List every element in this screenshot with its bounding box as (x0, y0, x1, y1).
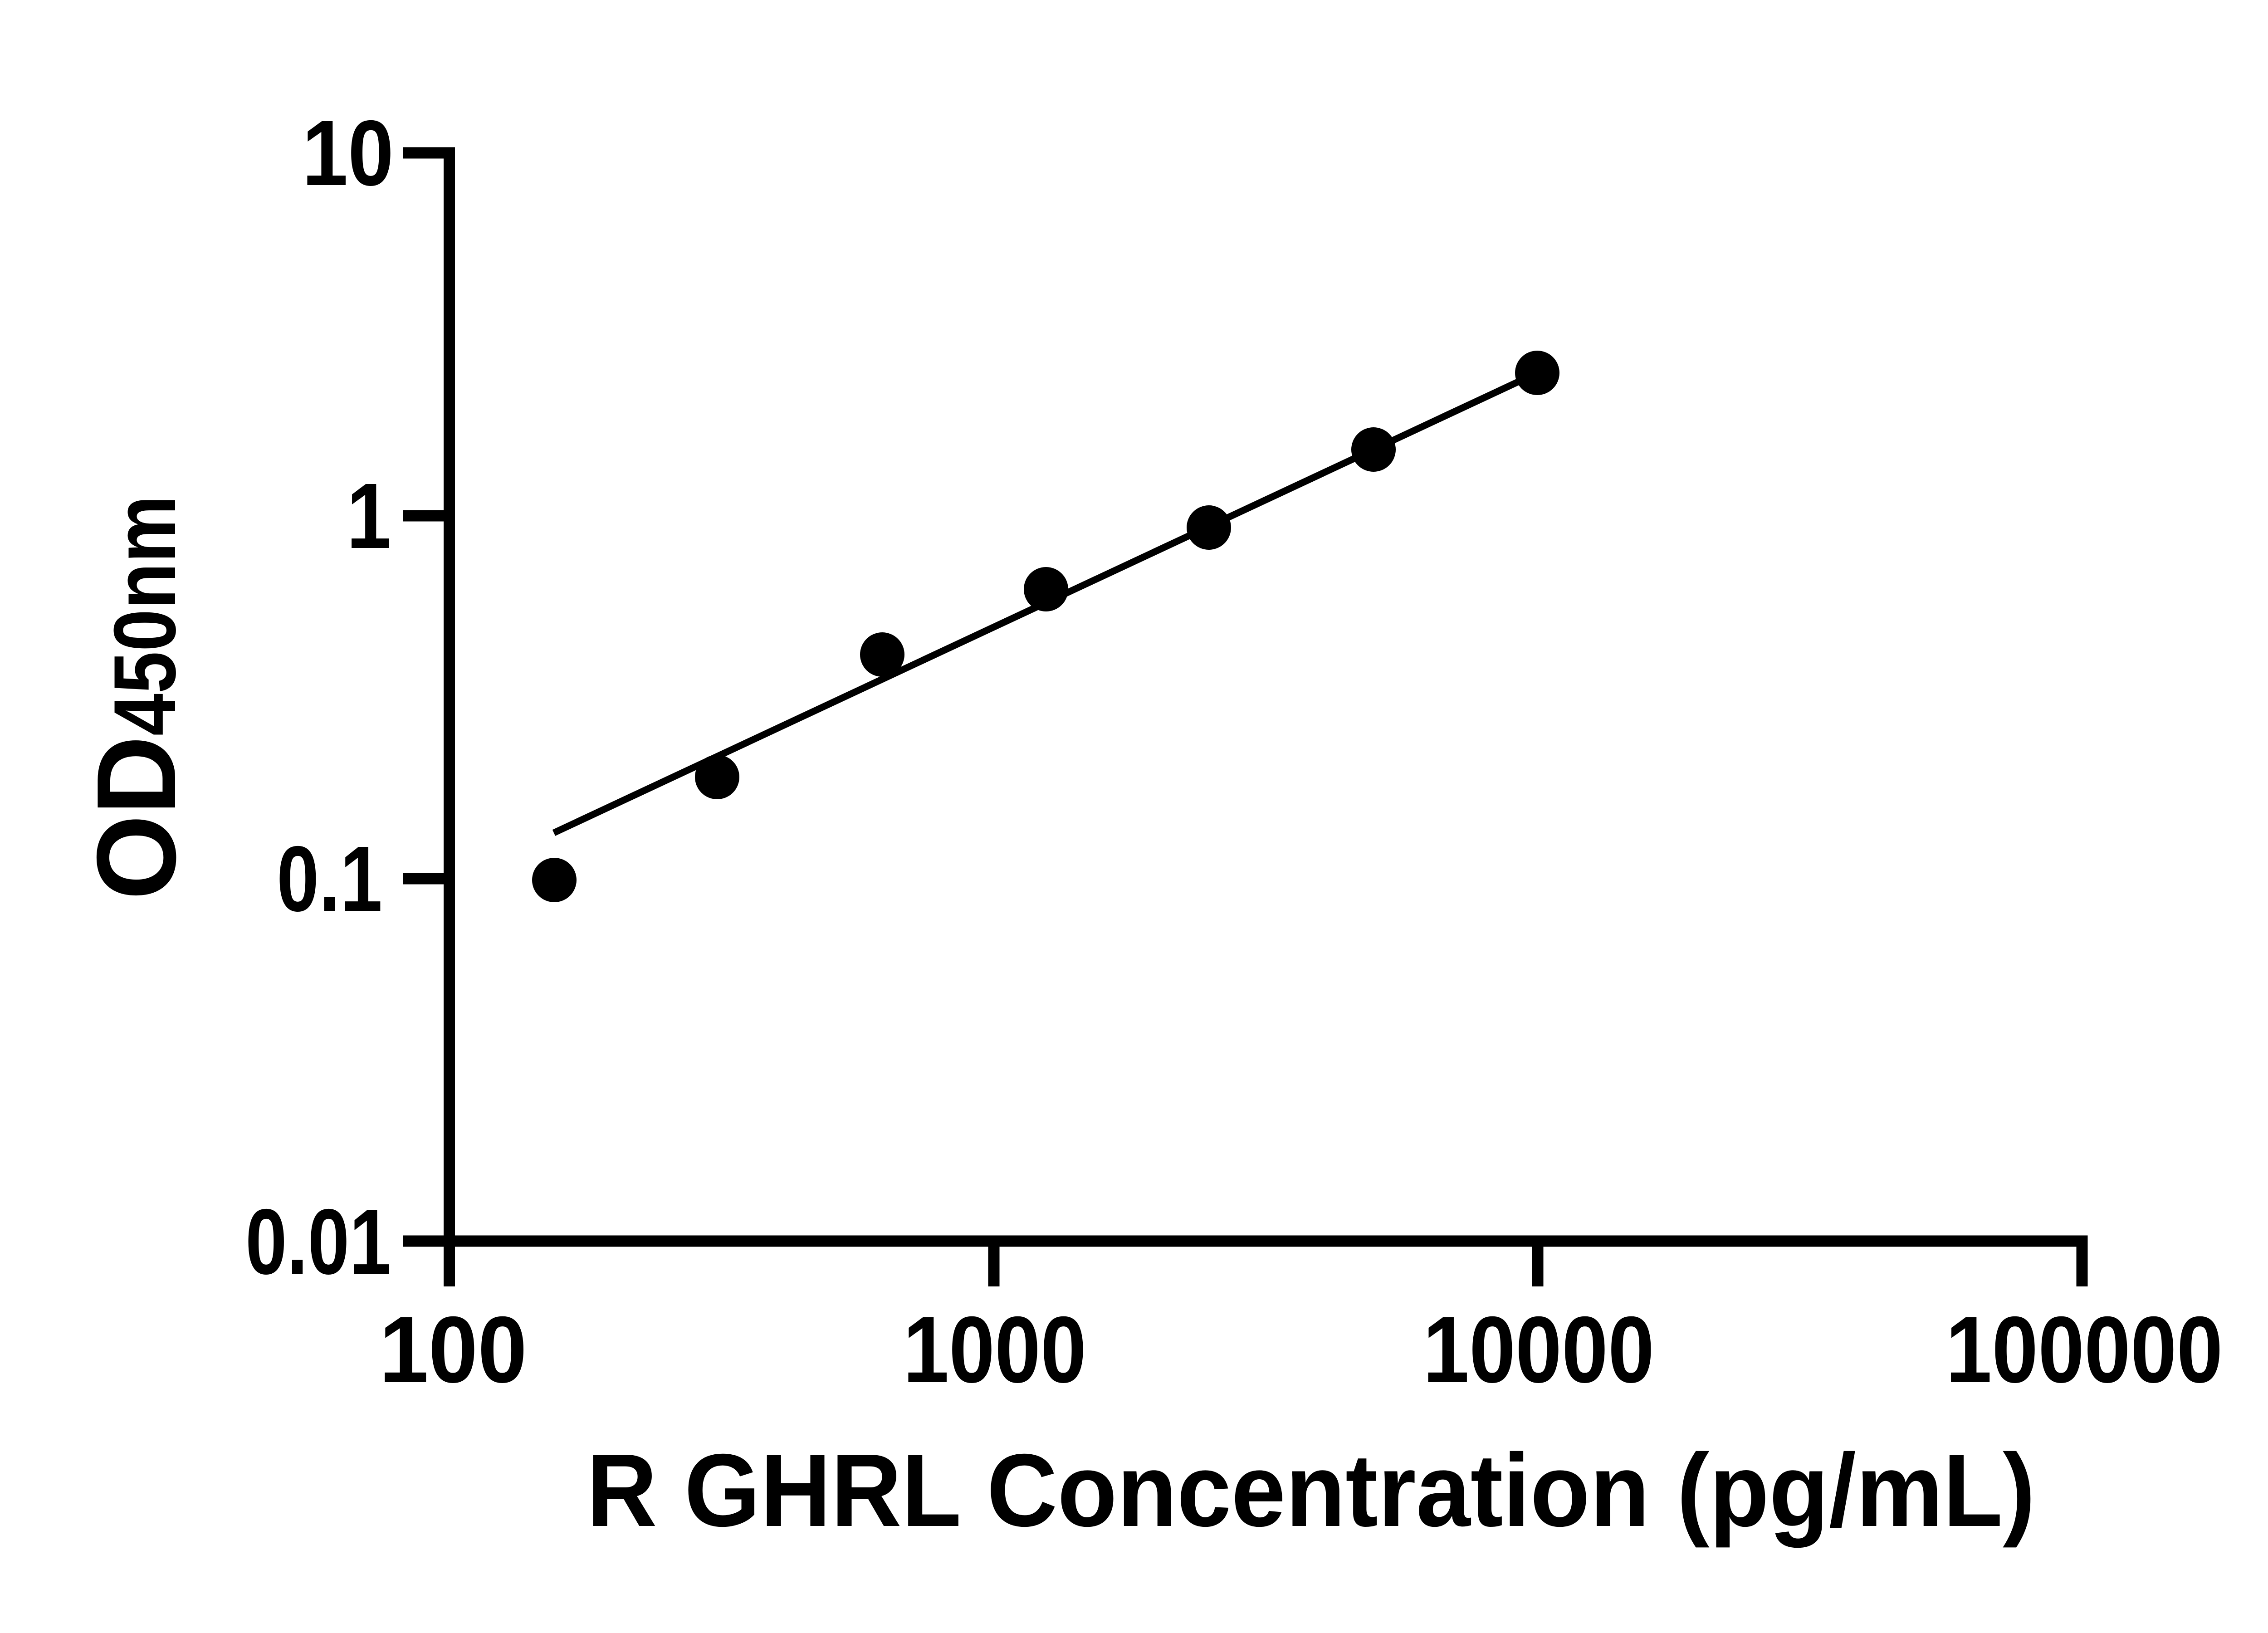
svg-text:1000: 1000 (903, 1297, 1086, 1403)
svg-text:450nm: 450nm (96, 495, 194, 736)
svg-text:0.01: 0.01 (245, 1190, 391, 1294)
svg-text:100: 100 (379, 1297, 527, 1403)
svg-text:OD: OD (73, 736, 199, 900)
svg-text:10000: 10000 (1423, 1297, 1654, 1403)
svg-text:0.1: 0.1 (277, 827, 382, 931)
svg-text:100000: 100000 (1946, 1297, 2223, 1403)
svg-text:R GHRL Concentration (pg/mL): R GHRL Concentration (pg/mL) (587, 1433, 2035, 1548)
svg-text:10: 10 (302, 101, 394, 205)
svg-text:1: 1 (347, 464, 391, 568)
